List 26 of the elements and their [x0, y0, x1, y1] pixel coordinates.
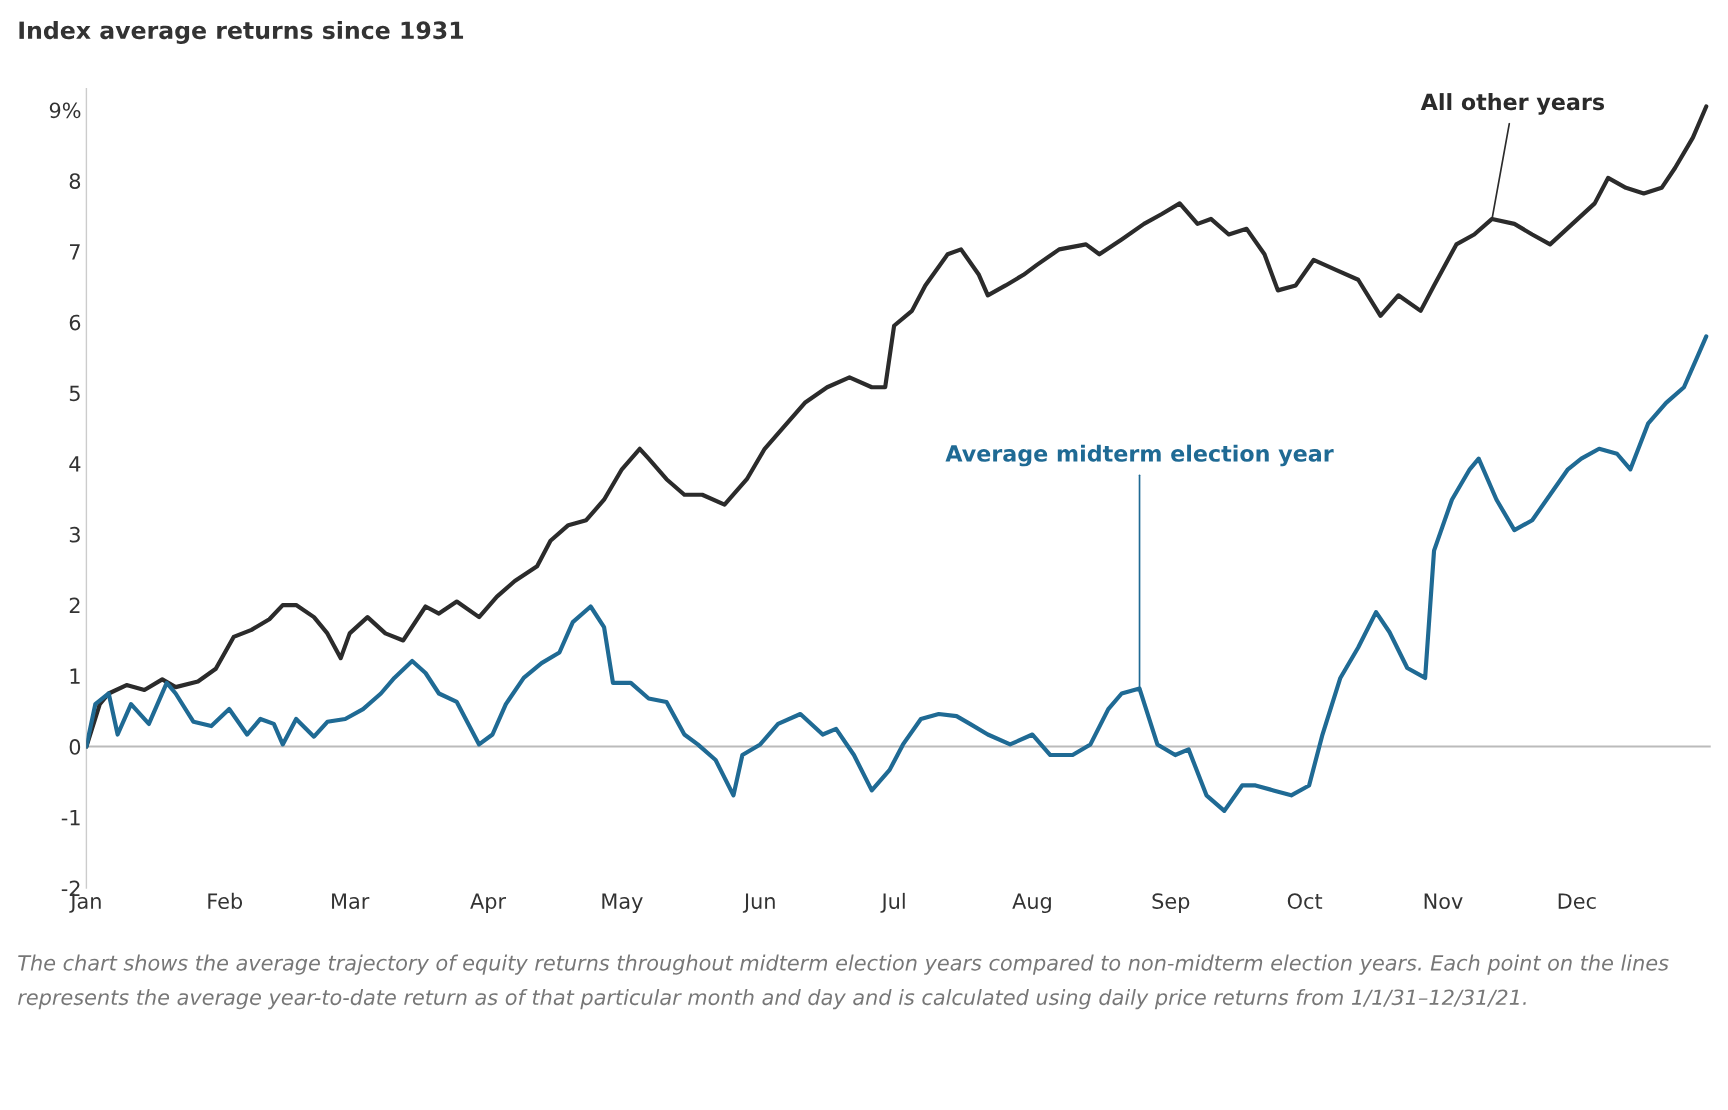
- y-tick-label: 5: [69, 385, 80, 402]
- x-tick-label: Sep: [1152, 893, 1190, 914]
- y-tick-label: 2: [69, 597, 80, 614]
- chart-title: Index average returns since 1931: [19, 20, 464, 44]
- x-tick-label: Jun: [742, 893, 775, 913]
- y-tick-label: 0: [69, 739, 81, 755]
- annotation: Average midterm election year: [945, 444, 1334, 467]
- text: The chart shows the average trajectory of equity returns throughout midterm election years compared to non-midterm election years. Each point on the lines represents the average year-to-date return as of that particular month and day and is calculated using daily price returns from 1/1/31–12/31/21.: [18, 954, 1669, 1010]
- x-tick-label: Apr: [470, 893, 507, 914]
- y-tick-label: 4: [69, 456, 81, 472]
- x-tick-label: May: [602, 893, 643, 914]
- annotation: All other years: [1420, 93, 1605, 115]
- y-tick-label: 8: [69, 173, 81, 189]
- x-tick-label: Feb: [208, 892, 243, 909]
- x-tick-label: Jul: [880, 892, 905, 913]
- y-tick-label: 6: [69, 314, 81, 331]
- y-tick-label: 3: [69, 526, 80, 543]
- y-tick-label: 7: [69, 244, 80, 260]
- y-tick-label: 1: [70, 668, 80, 684]
- x-tick-label: Aug: [1012, 893, 1051, 914]
- x-tick-label: Mar: [332, 893, 370, 909]
- y-tick-label: -1: [61, 810, 80, 826]
- x-tick-label: Nov: [1424, 893, 1463, 909]
- y-tick-label: 9%: [49, 102, 81, 119]
- x-tick-label: Dec: [1558, 893, 1596, 909]
- x-tick-label: Oct: [1287, 893, 1323, 909]
